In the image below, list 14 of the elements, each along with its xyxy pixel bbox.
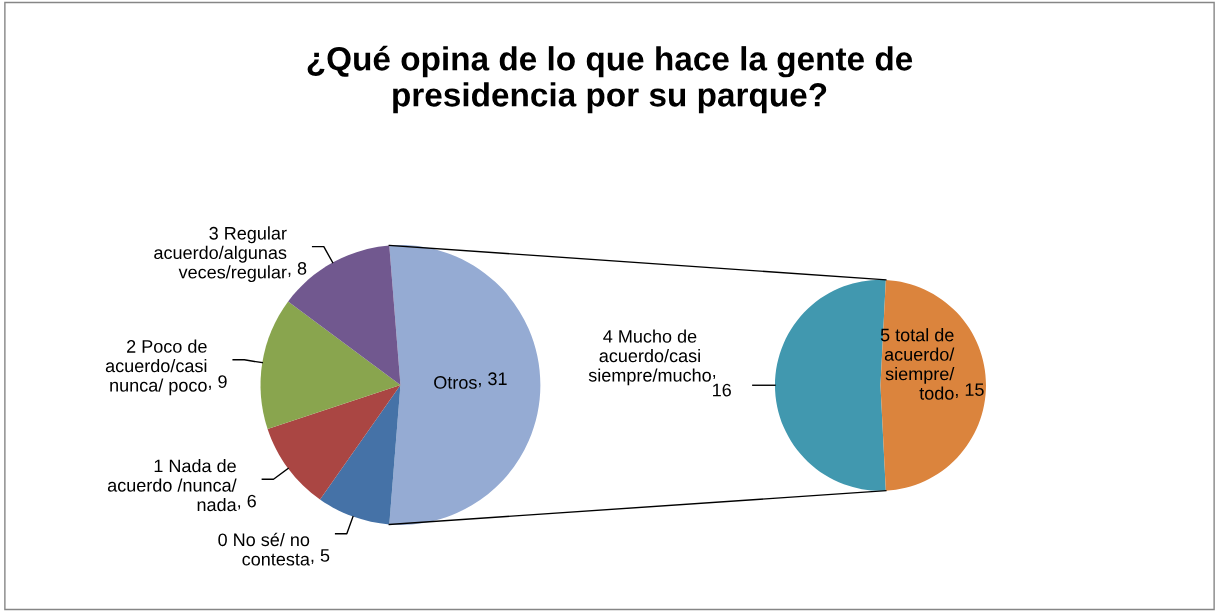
slice-label: 2 Poco de acuerdo/casi nunca/ poco	[105, 339, 207, 396]
data-label: , 31	[479, 372, 507, 388]
slice-label: 4 Mucho de acuerdo/casi siempre/mucho	[588, 329, 711, 386]
slice-label: 3 Regular acuerdo/algunas veces/regular	[154, 226, 287, 283]
data-label: , 9	[209, 375, 227, 391]
data-label: , 15	[955, 383, 984, 399]
slice-label: 0 No sé/ no contesta	[218, 532, 310, 566]
data-label: , 5	[311, 549, 330, 564]
data-label: , 16	[713, 374, 731, 397]
data-label: , 8	[288, 262, 307, 277]
slice-label: 1 Nada de acuerdo /nunca/ nada	[107, 459, 237, 512]
slice-label: Otros	[434, 376, 477, 389]
data-label: , 6	[238, 494, 256, 510]
text: ¿Qué opina de lo que hace la gente de presidencia por su parque?	[307, 45, 913, 114]
